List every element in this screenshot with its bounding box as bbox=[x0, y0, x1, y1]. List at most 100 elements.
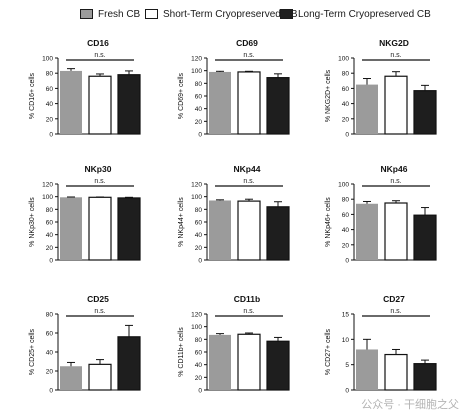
bar-cd69-fresh-cb bbox=[209, 71, 231, 134]
legend-swatch-long-term-cb bbox=[280, 9, 293, 19]
y-tick-label-cd69-100: 100 bbox=[191, 68, 202, 75]
y-tick-label-nkp44-20: 20 bbox=[195, 245, 203, 252]
y-tick-label-nkg2d-80: 80 bbox=[342, 71, 350, 78]
chart-legend: Fresh CB Short-Term Cryopreserved CB Lon… bbox=[0, 4, 467, 26]
bar-cd27-long-term-cryopreserved-cb bbox=[413, 363, 437, 391]
panel-cd27: CD27 0 5 10 15 % CD27+ cells n.s. bbox=[325, 294, 437, 395]
y-tick-label-cd11b-20: 20 bbox=[195, 375, 203, 382]
panel-cd16: CD16 0 20 40 60 80 100 % CD16+ cells n.s. bbox=[29, 38, 141, 139]
legend-label-fresh-cb: Fresh CB bbox=[98, 8, 141, 20]
y-axis-label-cd25: % CD25+ cells bbox=[29, 328, 36, 375]
legend-swatch-fresh-cb bbox=[80, 9, 93, 19]
y-tick-label-cd25-40: 40 bbox=[46, 350, 54, 357]
significance-label-cd11b: n.s. bbox=[243, 308, 254, 315]
bar-cd11b-fresh-cb bbox=[209, 334, 231, 390]
legend-item-fresh-cb: Fresh CB bbox=[80, 6, 140, 22]
y-tick-label-cd69-0: 0 bbox=[198, 132, 202, 139]
y-tick-label-cd16-100: 100 bbox=[42, 56, 53, 63]
legend-item-long-term-cb: Long-Term Cryopreserved CB bbox=[280, 6, 431, 22]
panel-cd25: CD25 0 20 40 60 80 % CD25+ cells n.s. bbox=[29, 294, 141, 395]
bar-nkp44-long-term-cryopreserved-cb bbox=[266, 206, 290, 261]
bar-nkp30-fresh-cb bbox=[60, 197, 82, 260]
y-tick-label-cd11b-40: 40 bbox=[195, 362, 203, 369]
y-axis-label-nkg2d: % NKG2D+ cells bbox=[325, 69, 332, 122]
bar-nkp30-long-term-cryopreserved-cb bbox=[117, 197, 141, 261]
y-tick-label-cd16-0: 0 bbox=[49, 132, 53, 139]
bar-nkp44-fresh-cb bbox=[209, 200, 231, 260]
panel-title-nkg2d: NKG2D bbox=[379, 38, 409, 48]
bar-cd25-fresh-cb bbox=[60, 366, 82, 390]
y-tick-label-nkp46-60: 60 bbox=[342, 212, 350, 219]
bar-cd11b-short-term-cryopreserved-cb bbox=[237, 333, 261, 391]
y-axis-label-cd69: % CD69+ cells bbox=[178, 72, 185, 119]
bar-nkp46-fresh-cb bbox=[356, 203, 378, 260]
bar-nkp30-short-term-cryopreserved-cb bbox=[88, 196, 112, 261]
bar-nkg2d-fresh-cb bbox=[356, 84, 378, 134]
y-tick-label-cd69-60: 60 bbox=[195, 94, 203, 101]
y-tick-label-nkp30-0: 0 bbox=[49, 258, 53, 265]
panel-cd11b: CD11b 0 20 40 60 80 100 120 % CD11b+ cells n.s. bbox=[178, 294, 290, 395]
y-tick-label-nkp44-0: 0 bbox=[198, 258, 202, 265]
panel-title-cd27: CD27 bbox=[383, 294, 405, 304]
panel-title-nkp46: NKp46 bbox=[381, 164, 408, 174]
bar-nkg2d-long-term-cryopreserved-cb bbox=[413, 90, 437, 135]
y-tick-label-cd11b-60: 60 bbox=[195, 350, 203, 357]
legend-swatch-short-term-cb bbox=[145, 9, 158, 19]
significance-label-cd27: n.s. bbox=[390, 308, 401, 315]
y-tick-label-nkg2d-20: 20 bbox=[342, 116, 350, 123]
y-tick-label-nkp44-120: 120 bbox=[191, 182, 202, 189]
significance-label-cd16: n.s. bbox=[94, 52, 105, 59]
panel-nkp46: NKp46 0 20 40 60 80 100 % NKp46+ cells n.s. bbox=[325, 164, 437, 265]
y-tick-label-cd27-15: 15 bbox=[342, 312, 350, 319]
y-axis-label-cd16: % CD16+ cells bbox=[29, 72, 36, 119]
bar-cd69-short-term-cryopreserved-cb bbox=[237, 71, 261, 135]
y-tick-label-nkp46-20: 20 bbox=[342, 242, 350, 249]
y-tick-label-cd25-60: 60 bbox=[46, 331, 54, 338]
bar-nkg2d-short-term-cryopreserved-cb bbox=[384, 75, 408, 135]
y-tick-label-nkg2d-40: 40 bbox=[342, 101, 350, 108]
y-tick-label-nkp30-20: 20 bbox=[46, 245, 54, 252]
y-tick-label-nkp30-60: 60 bbox=[46, 220, 54, 227]
watermark-text: 公众号 · 干细胞之父 bbox=[361, 399, 459, 411]
y-axis-label-cd27: % CD27+ cells bbox=[325, 328, 332, 375]
bar-nkp44-short-term-cryopreserved-cb bbox=[237, 200, 261, 261]
y-tick-label-cd69-20: 20 bbox=[195, 119, 203, 126]
bar-cd25-short-term-cryopreserved-cb bbox=[88, 363, 112, 391]
y-tick-label-cd27-0: 0 bbox=[345, 388, 349, 395]
y-axis-label-nkp46: % NKp46+ cells bbox=[325, 197, 332, 247]
y-tick-label-nkp46-80: 80 bbox=[342, 197, 350, 204]
panel-title-cd11b: CD11b bbox=[234, 294, 260, 304]
panel-title-nkp44: NKp44 bbox=[234, 164, 261, 174]
y-tick-label-cd16-80: 80 bbox=[46, 71, 54, 78]
bar-cd16-long-term-cryopreserved-cb bbox=[117, 74, 141, 135]
y-tick-label-nkp46-100: 100 bbox=[338, 182, 349, 189]
y-tick-label-nkp44-80: 80 bbox=[195, 207, 203, 214]
y-tick-label-cd69-40: 40 bbox=[195, 106, 203, 113]
y-tick-label-cd11b-100: 100 bbox=[191, 324, 202, 331]
y-axis-label-nkp30: % NKp30+ cells bbox=[29, 197, 36, 247]
y-tick-label-nkp44-100: 100 bbox=[191, 194, 202, 201]
y-tick-label-cd27-5: 5 bbox=[345, 362, 349, 369]
y-tick-label-cd11b-0: 0 bbox=[198, 388, 202, 395]
bar-cd16-fresh-cb bbox=[60, 70, 82, 134]
y-tick-label-nkp30-100: 100 bbox=[42, 194, 53, 201]
y-tick-label-cd25-20: 20 bbox=[46, 369, 54, 376]
legend-label-long-term-cb: Long-Term Cryopreserved CB bbox=[298, 8, 431, 20]
y-tick-label-nkg2d-100: 100 bbox=[338, 56, 349, 63]
legend-item-short-term-cb: Short-Term Cryopreserved CB bbox=[145, 6, 297, 22]
significance-label-cd69: n.s. bbox=[243, 52, 254, 59]
panel-title-nkp30: NKp30 bbox=[85, 164, 112, 174]
y-tick-label-cd11b-120: 120 bbox=[191, 312, 202, 319]
panel-title-cd16: CD16 bbox=[87, 38, 109, 48]
significance-label-nkg2d: n.s. bbox=[390, 52, 401, 59]
bar-nkp46-short-term-cryopreserved-cb bbox=[384, 202, 408, 261]
chart-grid: CD16 0 20 40 60 80 100% CD16+ cells n.s. CD69 0 20… bbox=[0, 24, 467, 416]
y-tick-label-nkp44-60: 60 bbox=[195, 220, 203, 227]
y-tick-label-cd25-0: 0 bbox=[49, 388, 53, 395]
significance-label-nkp46: n.s. bbox=[390, 178, 401, 185]
legend-label-short-term-cb: Short-Term Cryopreserved CB bbox=[163, 8, 298, 20]
panel-title-cd25: CD25 bbox=[87, 294, 109, 304]
y-tick-label-cd11b-80: 80 bbox=[195, 337, 203, 344]
y-tick-label-cd69-80: 80 bbox=[195, 81, 203, 88]
